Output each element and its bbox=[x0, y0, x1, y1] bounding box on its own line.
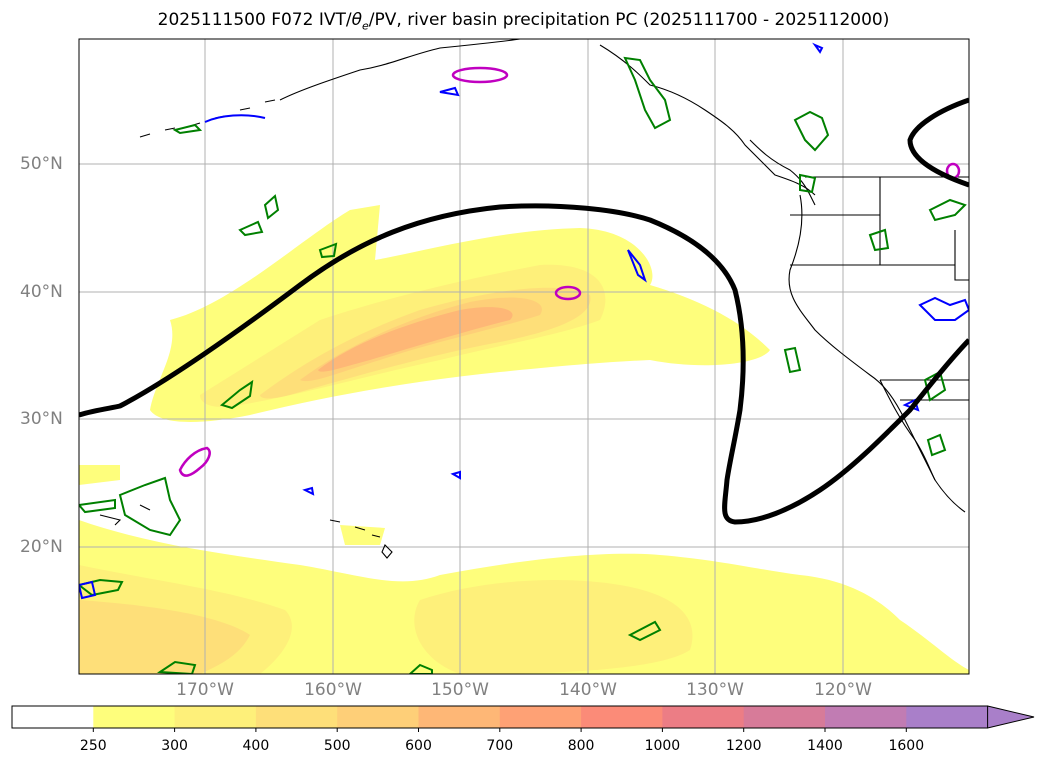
magenta-subtropical bbox=[178, 446, 211, 477]
precip-left-strip bbox=[79, 498, 116, 514]
ivt-south-left-patch bbox=[79, 465, 120, 485]
lat-label-50n: 50°N bbox=[20, 154, 63, 174]
lon-label-130w: 130°W bbox=[686, 680, 744, 700]
lon-label-150w: 150°W bbox=[431, 680, 489, 700]
colorbar-tick-label: 1200 bbox=[725, 738, 762, 754]
chart-title: 2025111500 F072 IVT/θe/PV, river basin p… bbox=[157, 10, 890, 33]
colorbar-tick-label: 800 bbox=[567, 738, 595, 754]
colorbar-swatch bbox=[93, 706, 176, 728]
ivt-south-mid bbox=[414, 580, 693, 674]
map-frame bbox=[78, 38, 970, 675]
precip-mid-pacific bbox=[318, 242, 338, 259]
graticule bbox=[79, 39, 969, 674]
ivt-shading bbox=[79, 205, 969, 674]
lat-label-30n: 30°N bbox=[20, 409, 63, 429]
theta-e-contours bbox=[79, 97, 969, 525]
lon-label-140w: 140°W bbox=[559, 680, 617, 700]
precip-ca bbox=[783, 346, 802, 374]
precip-west-pacific bbox=[219, 379, 254, 410]
left-archipelago bbox=[99, 504, 151, 526]
pv-north-2 bbox=[439, 86, 460, 97]
precip-left bbox=[118, 476, 182, 537]
colorbar-tick-label: 1600 bbox=[888, 738, 925, 754]
colorbar-tick-label: 1000 bbox=[644, 738, 681, 754]
colorbar-tick-label: 1400 bbox=[807, 738, 843, 754]
lat-label-20n: 20°N bbox=[20, 537, 63, 557]
pv-offshore bbox=[627, 249, 647, 283]
pv-small-2 bbox=[450, 470, 461, 480]
pv-west-us bbox=[918, 296, 969, 321]
coastlines bbox=[99, 39, 969, 559]
precip-bc bbox=[793, 110, 830, 152]
precip-mex bbox=[926, 433, 947, 457]
hawaii-islands bbox=[329, 519, 393, 559]
bc-coast bbox=[749, 139, 816, 206]
pv-north-1 bbox=[204, 114, 266, 123]
magenta-gulf-alaska bbox=[451, 66, 509, 84]
colorbar-swatch bbox=[825, 706, 907, 728]
colorbar-extend-arrow bbox=[987, 705, 1035, 729]
pv-west-edge bbox=[79, 580, 97, 600]
theta-e-main bbox=[79, 203, 969, 525]
alaska-coast bbox=[279, 39, 816, 196]
colorbar-swatch bbox=[12, 706, 94, 728]
magenta-offshore bbox=[554, 285, 582, 301]
colorbar-swatch bbox=[906, 706, 989, 728]
pv-canada bbox=[812, 42, 824, 54]
lon-label-170w: 170°W bbox=[176, 680, 234, 700]
colorbar-swatch bbox=[662, 706, 745, 728]
theta-e-northeast bbox=[907, 97, 969, 188]
ivt-plume-l5 bbox=[318, 307, 513, 372]
precip-mt bbox=[928, 198, 967, 222]
precip-contours bbox=[79, 56, 967, 674]
precip-wa bbox=[799, 173, 817, 194]
precip-aleutian bbox=[172, 123, 203, 135]
colorbar-tick-label: 700 bbox=[486, 738, 514, 754]
colorbar-tick-label: 300 bbox=[161, 738, 188, 754]
precip-alaska bbox=[623, 56, 672, 130]
ivt-south-l3 bbox=[79, 600, 250, 674]
colorbar-swatch bbox=[581, 706, 663, 728]
precip-south-1 bbox=[627, 620, 662, 642]
colorbar-swatch bbox=[174, 706, 257, 728]
colorbar-swatch bbox=[418, 706, 501, 728]
lon-label-120w: 120°W bbox=[814, 680, 872, 700]
baja-peninsula bbox=[879, 379, 936, 481]
precip-north-pacific bbox=[238, 194, 280, 237]
precip-az bbox=[923, 370, 947, 402]
lat-label-40n: 40°N bbox=[20, 282, 63, 302]
precip-south-2 bbox=[156, 660, 197, 674]
colorbar-tick-label: 250 bbox=[79, 738, 107, 754]
colorbar-tick-label: 500 bbox=[323, 738, 351, 754]
lon-label-160w: 160°W bbox=[304, 680, 362, 700]
colorbar-swatch bbox=[499, 706, 582, 728]
ivt-arm-upper bbox=[175, 285, 280, 340]
pv-small-1 bbox=[302, 486, 315, 496]
colorbar-swatch bbox=[255, 706, 338, 728]
colorbar bbox=[11, 705, 1035, 732]
colorbar-swatch bbox=[337, 706, 419, 728]
colorbar-tick-label: 400 bbox=[242, 738, 270, 754]
precip-south-3 bbox=[408, 663, 433, 674]
colorbar-swatch bbox=[743, 706, 826, 728]
precip-west-edge bbox=[79, 578, 124, 597]
precip-ut bbox=[868, 228, 890, 252]
colorbar-tick-label: 600 bbox=[405, 738, 432, 754]
state-borders bbox=[790, 177, 969, 401]
pv-high-contours bbox=[178, 66, 961, 477]
ivt-hawaii-patch bbox=[340, 525, 385, 545]
